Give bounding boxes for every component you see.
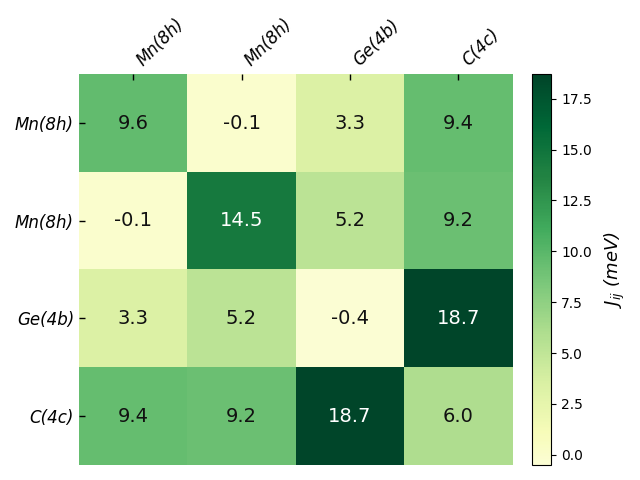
Text: -0.1: -0.1 xyxy=(114,211,152,230)
Y-axis label: $J_{ij}$ (meV): $J_{ij}$ (meV) xyxy=(603,231,627,308)
Text: 5.2: 5.2 xyxy=(226,309,257,328)
Text: 9.2: 9.2 xyxy=(443,211,474,230)
Text: 9.4: 9.4 xyxy=(118,407,148,426)
Text: 14.5: 14.5 xyxy=(220,211,263,230)
Text: -0.1: -0.1 xyxy=(223,114,260,132)
Text: 3.3: 3.3 xyxy=(118,309,148,328)
Text: 5.2: 5.2 xyxy=(335,211,365,230)
Text: 9.6: 9.6 xyxy=(118,114,148,132)
Text: 18.7: 18.7 xyxy=(328,407,372,426)
Text: 6.0: 6.0 xyxy=(443,407,474,426)
Text: 3.3: 3.3 xyxy=(335,114,365,132)
Text: 9.4: 9.4 xyxy=(443,114,474,132)
Text: 9.2: 9.2 xyxy=(226,407,257,426)
Text: -0.4: -0.4 xyxy=(331,309,369,328)
Text: 18.7: 18.7 xyxy=(437,309,480,328)
